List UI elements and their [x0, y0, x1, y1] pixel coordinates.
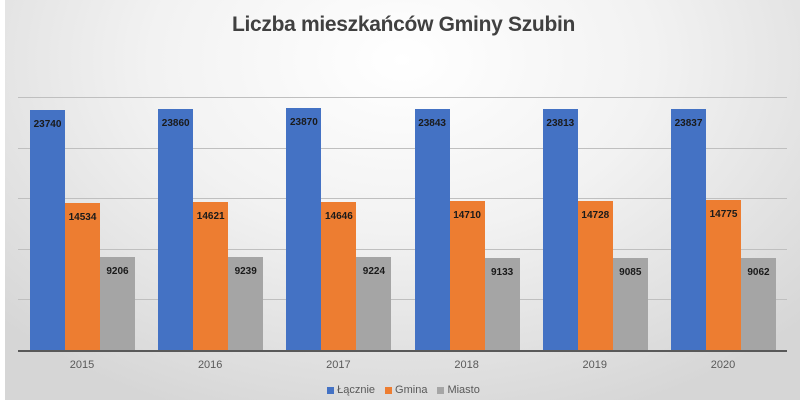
data-label: 23870 — [289, 117, 318, 129]
data-label: 14710 — [453, 210, 481, 222]
gridline — [18, 299, 787, 301]
data-label: 9224 — [362, 265, 386, 277]
bar-miasto: 9224 — [356, 256, 392, 350]
bar-group: 23870 14646 9224 2017 — [274, 97, 402, 371]
bar-group: 23837 14775 9062 2020 — [659, 97, 787, 371]
legend-label: Miasto — [447, 384, 480, 396]
data-label: 14621 — [196, 211, 225, 223]
bar-gmina: 14646 — [321, 201, 357, 350]
gridline — [18, 198, 787, 200]
legend-swatch-icon — [385, 386, 393, 394]
bar-łącznie: 23870 — [286, 108, 322, 350]
bar-łącznie: 23813 — [542, 109, 578, 350]
bar-miasto: 9239 — [228, 256, 264, 350]
chart-area — [5, 0, 800, 400]
bar-gmina: 14728 — [577, 200, 613, 350]
bar-miasto: 9062 — [741, 258, 776, 350]
bar-łącznie: 23860 — [158, 108, 194, 350]
gridline — [18, 248, 787, 250]
legend-item: Miasto — [437, 384, 480, 396]
data-label: 9206 — [106, 265, 129, 277]
data-label: 9062 — [747, 267, 770, 279]
legend-swatch-icon — [437, 386, 445, 394]
bar-miasto: 9206 — [100, 256, 135, 350]
x-axis-line — [18, 350, 787, 352]
data-label: 9133 — [490, 266, 514, 278]
data-label: 23860 — [161, 117, 190, 129]
x-tick-label: 2018 — [454, 359, 479, 371]
data-label: 23843 — [418, 117, 446, 129]
bar-łącznie: 23740 — [30, 109, 65, 350]
legend-label: Gmina — [395, 384, 428, 396]
bar-miasto: 9133 — [484, 257, 520, 350]
data-label: 23740 — [33, 118, 62, 130]
data-label: 14728 — [581, 209, 610, 221]
data-label: 14775 — [709, 209, 738, 221]
bar-gmina: 14775 — [706, 200, 741, 350]
legend-item: Gmina — [385, 384, 427, 396]
x-tick-label: 2017 — [326, 359, 351, 371]
bar-gmina: 14534 — [65, 202, 100, 350]
bar-gmina: 14621 — [193, 202, 229, 350]
x-tick-label: 2020 — [710, 359, 736, 371]
data-label: 14534 — [68, 211, 97, 223]
x-tick-label: 2019 — [582, 359, 608, 371]
legend: Łącznie Gmina Miasto — [0, 384, 807, 396]
gridline — [18, 147, 787, 149]
plot-area: 23740 14534 9206 2015 23860 14621 9239 2016 2387… — [18, 97, 787, 371]
legend-label: Łącznie — [337, 384, 376, 396]
chart-title: Liczba mieszkańców Gminy Szubin — [231, 13, 576, 36]
bar-group: 23860 14621 9239 2016 — [146, 97, 274, 371]
bar-group: 23813 14728 9085 2019 — [531, 97, 659, 371]
bar-group: 23843 14710 9133 2018 — [403, 97, 531, 371]
data-label: 9239 — [234, 265, 257, 277]
data-label: 23837 — [674, 117, 703, 129]
bar-łącznie: 23843 — [414, 108, 450, 350]
x-tick-label: 2016 — [197, 359, 223, 371]
data-label: 14646 — [324, 210, 353, 222]
bar-group: 23740 14534 9206 2015 — [18, 97, 146, 371]
data-label: 23813 — [546, 118, 575, 130]
legend-item: Łącznie — [327, 384, 375, 396]
bar-gmina: 14710 — [449, 201, 485, 350]
bar-miasto: 9085 — [612, 258, 648, 350]
data-label: 9085 — [619, 267, 642, 279]
gridline — [18, 97, 787, 98]
x-tick-label: 2015 — [69, 359, 95, 371]
bar-łącznie: 23837 — [671, 108, 706, 350]
legend-swatch-icon — [327, 386, 335, 394]
